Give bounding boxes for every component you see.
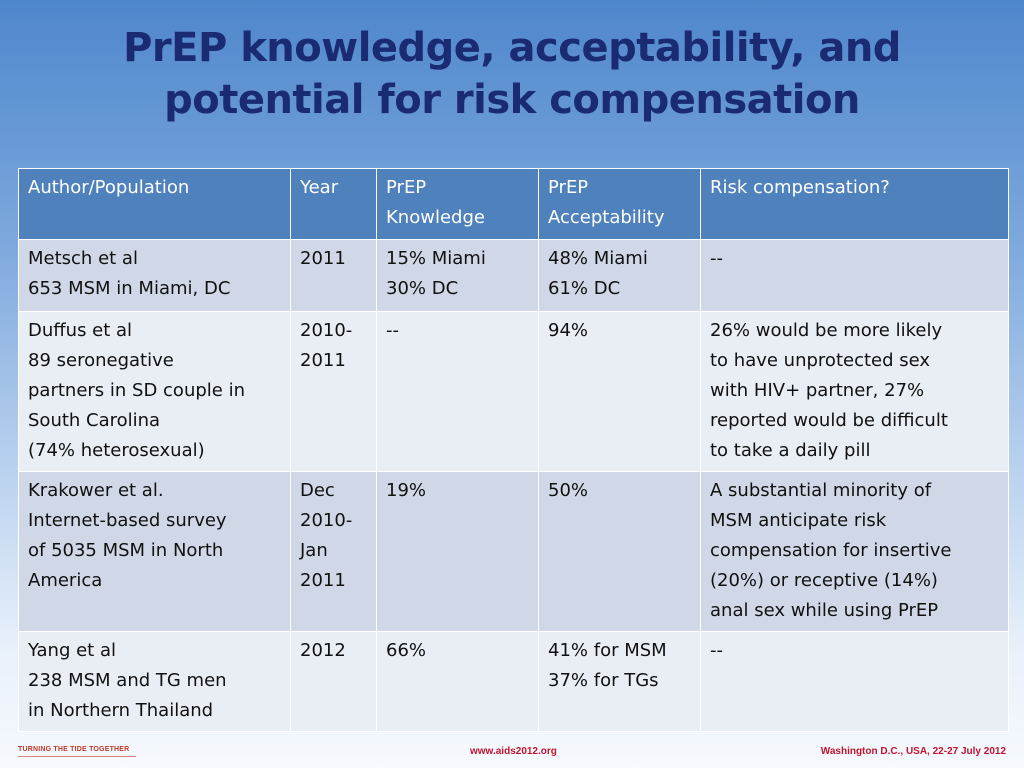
cell-line: 30% DC [386,278,459,299]
cell-line: 50% [548,480,589,501]
slide-title: PrEP knowledge, acceptability, and poten… [30,22,994,126]
header-text: Year [300,177,339,198]
cell-line: Dec [300,480,335,501]
cell-risk: -- [700,631,1009,732]
cell-line: 2010- [300,510,353,531]
cell-year: Dec 2010- Jan 2011 [290,471,377,632]
cell-author: Yang et al 238 MSM and TG men in Norther… [18,631,291,732]
cell-line: 2012 [300,640,346,661]
cell-line: partners in SD couple in [28,380,245,401]
conference-url[interactable]: www.aids2012.org [470,746,557,757]
cell-year: 2010- 2011 [290,311,377,472]
cell-line: Metsch et al [28,248,138,269]
conference-venue: Washington D.C., USA, 22-27 July 2012 [820,746,1006,757]
header-text: Author/Population [28,177,190,198]
cell-acceptability: 41% for MSM 37% for TGs [538,631,701,732]
cell-line: anal sex while using PrEP [710,600,939,621]
cell-acceptability: 48% Miami 61% DC [538,239,701,312]
cell-knowledge: 19% [376,471,539,632]
cell-line: 653 MSM in Miami, DC [28,278,231,299]
cell-line: 2011 [300,350,346,371]
header-text: Knowledge [386,207,485,228]
slide-title-line-1: PrEP knowledge, acceptability, and [123,25,901,71]
cell-line: -- [710,640,723,661]
table-row: Yang et al 238 MSM and TG men in Norther… [18,631,1009,732]
cell-acceptability: 94% [538,311,701,472]
cell-line: Krakower et al. [28,480,164,501]
cell-line: 19% [386,480,427,501]
cell-line: 41% for MSM [548,640,667,661]
cell-line: A substantial minority of [710,480,932,501]
header-text: PrEP [386,177,427,198]
cell-line: with HIV+ partner, 27% [710,380,925,401]
cell-knowledge: -- [376,311,539,472]
cell-risk: -- [700,239,1009,312]
cell-line: 37% for TGs [548,670,659,691]
cell-author: Duffus et al 89 seronegative partners in… [18,311,291,472]
header-text: Acceptability [548,207,665,228]
cell-knowledge: 66% [376,631,539,732]
conference-slogan: TURNING THE TIDE TOGETHER [18,746,130,753]
cell-year: 2011 [290,239,377,312]
cell-line: to take a daily pill [710,440,871,461]
header-year: Year [290,168,377,240]
cell-line: Jan [300,540,328,561]
cell-line: (20%) or receptive (14%) [710,570,938,591]
cell-line: 48% Miami [548,248,648,269]
cell-line: 89 seronegative [28,350,174,371]
cell-line: in Northern Thailand [28,700,214,721]
cell-line: -- [386,320,399,341]
cell-line: America [28,570,103,591]
cell-author: Krakower et al. Internet-based survey of… [18,471,291,632]
cell-risk: A substantial minority of MSM anticipate… [700,471,1009,632]
cell-line: 2011 [300,570,346,591]
cell-line: 26% would be more likely [710,320,943,341]
table-row: Duffus et al 89 seronegative partners in… [18,311,1009,472]
cell-line: MSM anticipate risk [710,510,887,531]
table-header-row: Author/Population Year PrEP Knowledge Pr… [18,168,1009,240]
cell-line: reported would be difficult [710,410,948,431]
header-text: PrEP [548,177,589,198]
cell-line: 2010- [300,320,353,341]
header-text: Risk compensation? [710,177,890,198]
cell-line: Internet-based survey [28,510,227,531]
cell-line: Duffus et al [28,320,133,341]
cell-year: 2012 [290,631,377,732]
cell-line: 66% [386,640,427,661]
cell-line: Yang et al [28,640,116,661]
prep-table: Author/Population Year PrEP Knowledge Pr… [18,168,1009,732]
cell-knowledge: 15% Miami 30% DC [376,239,539,312]
header-prep-knowledge: PrEP Knowledge [376,168,539,240]
cell-risk: 26% would be more likely to have unprote… [700,311,1009,472]
slide-footer: TURNING THE TIDE TOGETHER www.aids2012.o… [0,742,1024,768]
cell-line: compensation for insertive [710,540,952,561]
table-row: Metsch et al 653 MSM in Miami, DC 2011 1… [18,239,1009,312]
cell-line: 61% DC [548,278,621,299]
header-prep-acceptability: PrEP Acceptability [538,168,701,240]
header-author-population: Author/Population [18,168,291,240]
slide-title-line-2: potential for risk compensation [164,77,860,123]
cell-line: South Carolina [28,410,161,431]
cell-line: of 5035 MSM in North [28,540,224,561]
cell-line: 2011 [300,248,346,269]
cell-line: 15% Miami [386,248,486,269]
cell-line: (74% heterosexual) [28,440,205,461]
cell-line: -- [710,248,723,269]
table-row: Krakower et al. Internet-based survey of… [18,471,1009,632]
slogan-underline [18,756,136,757]
cell-acceptability: 50% [538,471,701,632]
cell-author: Metsch et al 653 MSM in Miami, DC [18,239,291,312]
cell-line: 238 MSM and TG men [28,670,227,691]
header-risk-compensation: Risk compensation? [700,168,1009,240]
cell-line: to have unprotected sex [710,350,931,371]
cell-line: 94% [548,320,589,341]
